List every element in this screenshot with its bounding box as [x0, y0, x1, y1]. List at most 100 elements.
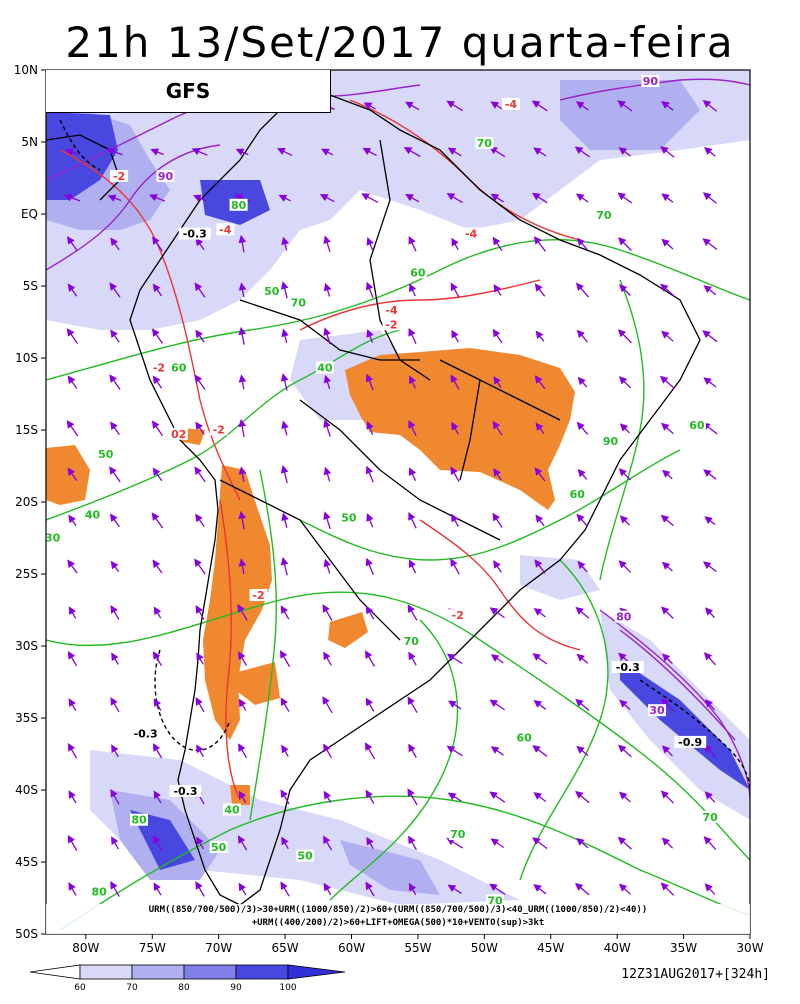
wind-arrow: [193, 194, 207, 202]
wind-arrow: [111, 744, 119, 758]
contour-label-bg: [515, 731, 534, 744]
wind-arrow: [365, 373, 374, 391]
wind-arrow: [660, 698, 674, 712]
wind-arrow: [366, 513, 374, 528]
lift-andes: [203, 465, 272, 740]
wind-arrow: [280, 557, 289, 576]
contour-label-bg: [130, 813, 148, 826]
lon-label: 55W: [404, 941, 431, 955]
wind-arrow: [703, 147, 716, 157]
contour-label: -2: [113, 170, 125, 183]
wind-arrow: [618, 468, 632, 481]
wind-arrow: [662, 469, 673, 480]
wind-arrow: [451, 421, 459, 435]
wind-arrow: [66, 328, 79, 344]
wind-arrow: [576, 329, 589, 343]
contour-label-bg: [486, 894, 504, 907]
contour-label: -2: [252, 589, 264, 602]
negative-omega-dashed-3: [59, 119, 101, 171]
wind-arrow: [194, 558, 206, 575]
contour-label-bg: [83, 508, 102, 521]
wind-arrow: [196, 652, 204, 665]
wind-arrow: [323, 835, 333, 851]
contour-label-bg: [568, 488, 587, 501]
wind-arrow: [280, 465, 289, 484]
wind-arrow: [447, 792, 462, 802]
wind-arrow: [704, 699, 716, 711]
contour-label-bg: [43, 531, 62, 544]
lift-areas: [46, 348, 575, 805]
wind-arrow: [617, 100, 633, 112]
wind-arrow: [323, 790, 332, 803]
wind-arrow: [194, 282, 206, 298]
wind-arrow: [408, 835, 417, 851]
wind-arrow: [533, 236, 547, 252]
wind-arrow: [703, 744, 717, 758]
model-label-box: GFS: [46, 70, 331, 113]
wind-arrow: [408, 467, 417, 481]
contour-label-bg: [701, 810, 720, 823]
contour-label-bg: [674, 735, 707, 748]
wind-arrow: [277, 148, 293, 156]
rh-contour-6: [249, 469, 277, 821]
wind-arrow: [67, 283, 78, 297]
wind-arrow: [365, 465, 374, 483]
contour-label-bg: [169, 784, 202, 797]
contour-label: -2: [452, 609, 464, 622]
contour-label: 70: [477, 137, 493, 150]
wind-arrow: [366, 329, 374, 343]
colorbar-seg-100: [235, 964, 289, 980]
wind-arrow: [281, 236, 289, 251]
contour-label: -0.3: [183, 228, 207, 241]
wind-arrow: [110, 880, 120, 897]
lon-label: 35W: [670, 941, 697, 955]
wind-arrow: [535, 422, 545, 434]
wind-arrow: [63, 194, 81, 202]
contour-label-bg: [687, 419, 706, 432]
rh-contour-1: [46, 238, 750, 381]
wind-arrow: [67, 559, 78, 574]
wind-arrow: [319, 194, 335, 203]
wind-arrow: [407, 788, 418, 806]
wind-arrow: [153, 698, 162, 711]
humid-south-lens: [340, 840, 440, 895]
contour-label-bg: [296, 849, 314, 862]
wind-arrow: [617, 836, 632, 850]
wind-arrow: [323, 743, 332, 759]
colorbar-left-triangle: [29, 964, 81, 980]
wind-arrow: [194, 466, 206, 483]
contour-label-bg: [315, 361, 334, 374]
wind-arrow: [151, 512, 164, 529]
colorbar: 60 70 80 90 100: [29, 964, 346, 993]
omega-contour-3: [219, 499, 241, 801]
wind-arrow: [574, 882, 590, 896]
wind-arrow: [534, 467, 546, 482]
wind-arrow: [323, 466, 332, 482]
contour-label-bg: [229, 198, 248, 211]
wind-arrow: [110, 237, 120, 251]
contour-label: 30: [649, 704, 665, 717]
wind-arrow: [446, 193, 463, 204]
wind-arrow: [68, 606, 77, 619]
wind-arrow: [489, 607, 505, 619]
wind-arrow: [238, 326, 247, 345]
wind-arrow: [322, 604, 333, 621]
contour-label-bg: [249, 589, 268, 601]
contour-label: 70: [450, 828, 466, 841]
wind-arrow: [66, 236, 79, 252]
border-5: [439, 359, 561, 421]
wind-arrow: [362, 147, 377, 157]
wind-arrow: [323, 282, 332, 297]
wind-arrow: [576, 513, 589, 528]
wind-arrow: [619, 423, 630, 434]
wind-arrow: [489, 146, 506, 158]
wind-arrow: [361, 193, 379, 203]
contour-label: -0.3: [173, 785, 197, 798]
wind-arrow: [323, 235, 331, 252]
wind-arrow: [152, 559, 163, 574]
wind-arrow: [150, 148, 164, 156]
wind-arrow: [450, 282, 460, 298]
wind-arrow: [281, 328, 289, 344]
colorbar-label-100: 100: [279, 983, 296, 993]
wind-arrow: [575, 193, 589, 203]
